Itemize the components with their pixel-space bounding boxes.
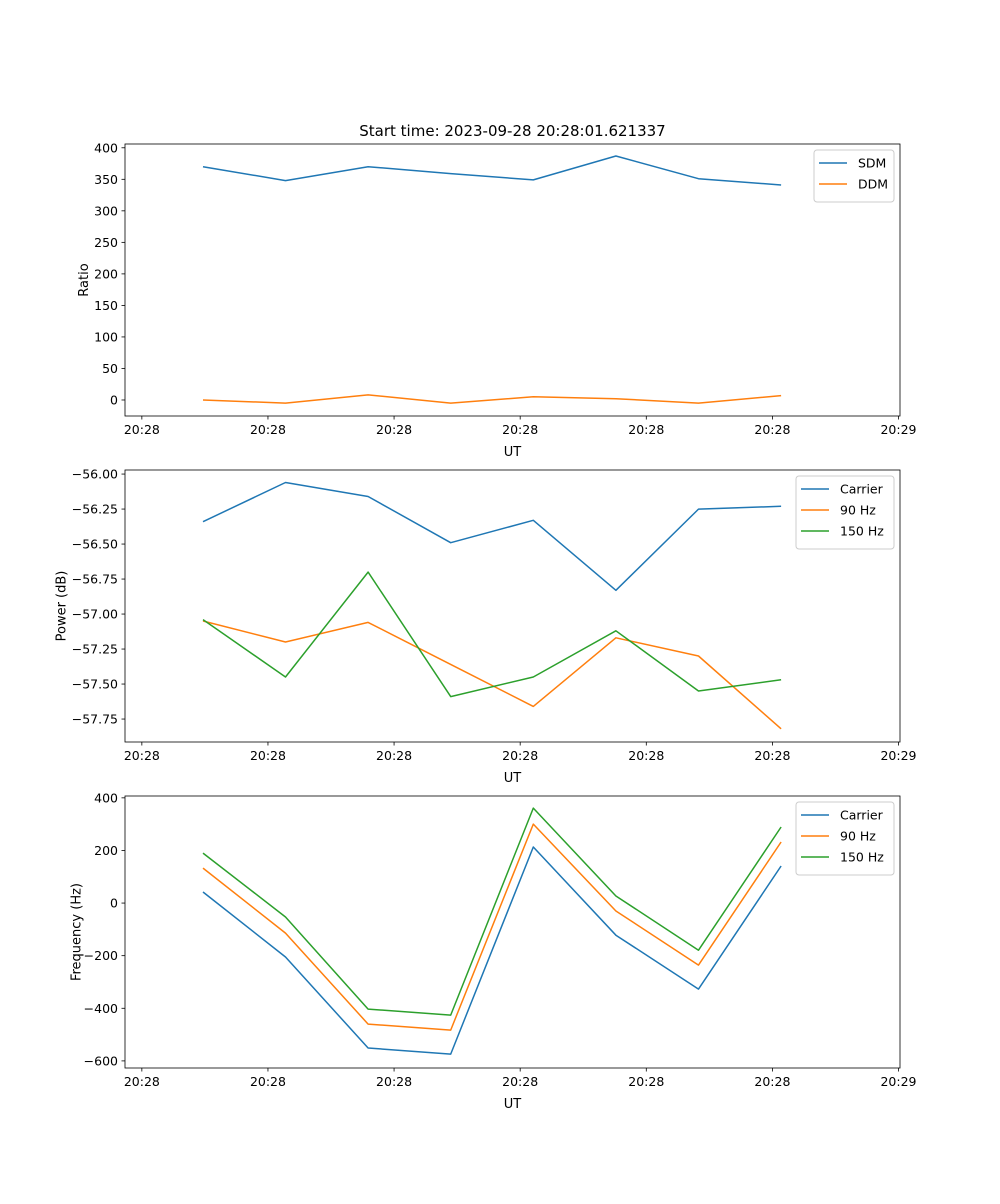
y-tick-label: 50	[102, 361, 118, 376]
legend: Carrier 90 Hz 150 Hz	[795, 801, 895, 876]
x-tick-label: 20:28	[124, 1074, 160, 1089]
x-tick-label: 20:28	[376, 748, 412, 763]
x-tick-label: 20:28	[250, 748, 286, 763]
legend-label: Carrier	[840, 482, 884, 497]
y-tick-label: −400	[84, 1001, 118, 1016]
y-tick-label: 0	[110, 392, 118, 407]
y-tick-label: 300	[94, 203, 118, 218]
x-tick-label: 20:28	[124, 748, 160, 763]
axes-2: 20:28 20:28 20:28 20:28 20:28 20:28 20:29 UT −57…	[54, 467, 916, 786]
x-tick-label: 20:28	[502, 748, 538, 763]
x-tick-label: 20:28	[376, 422, 412, 437]
x-tick-label: 20:28	[376, 1074, 412, 1089]
y-tick-label: 400	[94, 140, 118, 155]
y-tick-label: 350	[94, 172, 118, 187]
y-tick-label: −600	[84, 1053, 118, 1068]
legend: SDM DDM	[813, 149, 895, 203]
x-tick-label: 20:28	[250, 422, 286, 437]
y-tick-label: −57.75	[72, 712, 118, 727]
x-tick-label: 20:28	[754, 748, 790, 763]
x-tick-label: 20:28	[628, 422, 664, 437]
axes-1: Start time: 2023-09-28 20:28:01.621337 20…	[77, 122, 916, 460]
y-tick-label: 400	[94, 790, 118, 805]
legend-label: DDM	[858, 177, 888, 192]
y-tick-label: −56.50	[72, 537, 118, 552]
series-line-150-hz	[202, 571, 782, 698]
series-line-sdm	[202, 155, 782, 186]
x-tick-label: 20:28	[628, 748, 664, 763]
series-line-ddm	[202, 394, 782, 404]
y-tick-label: 200	[94, 266, 118, 281]
x-tick-label: 20:28	[502, 1074, 538, 1089]
series-line-150-hz	[202, 807, 782, 1016]
y-tick-label: 150	[94, 298, 118, 313]
legend-label: 150 Hz	[840, 850, 884, 865]
y-tick-label: −56.75	[72, 572, 118, 587]
legend-label: SDM	[858, 156, 886, 171]
x-tick-label: 20:29	[880, 1074, 916, 1089]
y-tick-label: −56.25	[72, 502, 118, 517]
y-tick-label: −57.50	[72, 677, 118, 692]
y-tick-label: 250	[94, 235, 118, 250]
series-line-90-hz	[202, 823, 782, 1031]
y-axis-label: Frequency (Hz)	[70, 883, 85, 981]
y-axis-label: Power (dB)	[54, 571, 69, 642]
legend-label: 90 Hz	[840, 503, 876, 518]
legend-label: Carrier	[840, 808, 884, 823]
series-line-carrier	[202, 481, 782, 592]
legend-label: 90 Hz	[840, 829, 876, 844]
x-tick-label: 20:28	[754, 422, 790, 437]
y-tick-label: −57.00	[72, 607, 118, 622]
x-tick-label: 20:28	[502, 422, 538, 437]
y-tick-label: −200	[84, 948, 118, 963]
y-tick-label: 200	[94, 843, 118, 858]
legend-label: 150 Hz	[840, 524, 884, 539]
x-tick-label: 20:28	[250, 1074, 286, 1089]
x-tick-label: 20:28	[628, 1074, 664, 1089]
x-tick-label: 20:29	[880, 748, 916, 763]
x-axis-label: UT	[504, 771, 522, 786]
series-line-90-hz	[202, 620, 782, 730]
x-axis-label: UT	[504, 1097, 522, 1112]
x-tick-label: 20:28	[124, 422, 160, 437]
x-tick-label: 20:28	[754, 1074, 790, 1089]
series-line-carrier	[202, 846, 782, 1055]
y-tick-label: 100	[94, 329, 118, 344]
axes-3: 20:28 20:28 20:28 20:28 20:28 20:28 20:29 UT −60…	[70, 790, 917, 1112]
axes-frame	[124, 795, 901, 1069]
chart-title: Start time: 2023-09-28 20:28:01.621337	[359, 122, 665, 140]
axes-frame	[124, 143, 901, 417]
x-axis-label: UT	[504, 445, 522, 460]
y-tick-label: −57.25	[72, 642, 118, 657]
legend: Carrier 90 Hz 150 Hz	[795, 475, 895, 550]
axes-frame	[124, 469, 901, 743]
x-tick-label: 20:29	[880, 422, 916, 437]
y-axis-label: Ratio	[77, 263, 92, 296]
y-tick-label: −56.00	[72, 467, 118, 482]
y-tick-label: 0	[110, 896, 118, 911]
